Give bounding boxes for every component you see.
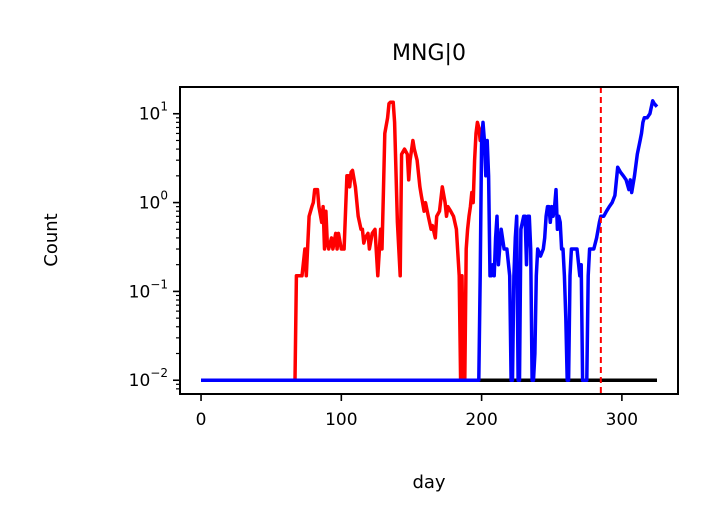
x-axis: 0 100 200 300 bbox=[196, 394, 638, 430]
series-line-2 bbox=[201, 99, 659, 382]
plot-content bbox=[201, 87, 659, 394]
x-tick-label: 200 bbox=[465, 410, 497, 430]
x-tick-label: 300 bbox=[606, 410, 638, 430]
y-tick-label: 100 bbox=[139, 189, 168, 214]
plot-frame bbox=[179, 86, 679, 395]
y-tick-label: 10−2 bbox=[129, 366, 168, 391]
x-tick-label: 100 bbox=[325, 410, 357, 430]
x-axis-label: day bbox=[412, 472, 445, 493]
chart-title: MNG|0 bbox=[392, 41, 466, 66]
x-tick-label: 0 bbox=[196, 410, 207, 430]
y-axis: 10−2 10−1 100 101 bbox=[129, 100, 180, 391]
y-tick-label: 101 bbox=[139, 100, 168, 125]
series-line-1 bbox=[201, 100, 484, 382]
y-axis-label: Count bbox=[41, 213, 62, 266]
y-tick-label: 10−1 bbox=[129, 277, 168, 302]
